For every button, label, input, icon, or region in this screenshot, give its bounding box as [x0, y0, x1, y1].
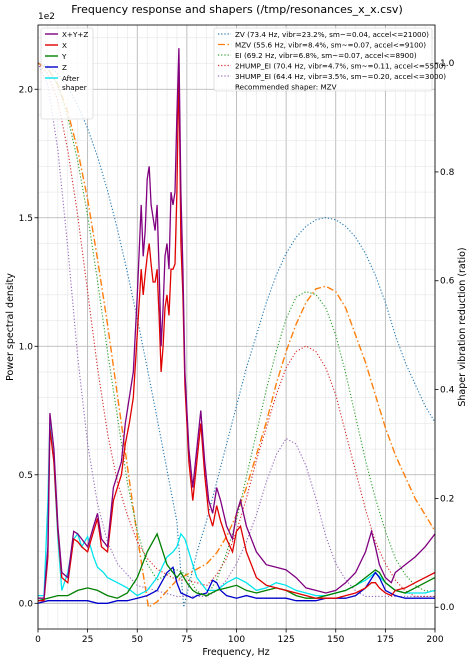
psd-legend-label: Z — [62, 63, 67, 72]
y-right-tick-label: 0.8 — [440, 168, 455, 178]
x-tick-label: 200 — [426, 635, 443, 645]
shaper-legend-label: MZV (55.6 Hz, vibr=8.4%, sm~=0.07, accel… — [235, 41, 426, 50]
psd-line-1 — [38, 63, 436, 602]
shaper-line-4 — [37, 62, 435, 597]
x-tick-label: 150 — [327, 635, 344, 645]
y-left-tick-label: 0.0 — [19, 599, 34, 609]
psd-line-2 — [37, 532, 436, 602]
shaper-legend-label: 3HUMP_EI (64.4 Hz, vibr=3.5%, sm~=0.20, … — [235, 72, 446, 81]
shaper-legend: ZV (73.4 Hz, vibr=23.2%, sm~=0.04, accel… — [213, 27, 446, 92]
x-tick-label: 50 — [132, 635, 144, 645]
y-right-tick-label: 0.4 — [440, 386, 455, 396]
left-scale-label: 1e2 — [38, 12, 55, 22]
shaper-legend-label: EI (69.2 Hz, vibr=6.8%, sm~=0.07, accel<… — [235, 51, 417, 60]
x-tick-label: 100 — [228, 635, 245, 645]
y-right-tick-label: 0.6 — [440, 277, 455, 287]
x-tick-label: 25 — [82, 635, 93, 645]
shaper-legend-label: 2HUMP_EI (70.4 Hz, vibr=4.7%, sm~=0.11, … — [235, 62, 446, 71]
psd-legend-label: After — [62, 74, 79, 83]
y-right-tick-label: 0.0 — [440, 603, 455, 613]
grid — [37, 25, 436, 629]
psd-legend-label: Y — [61, 52, 67, 61]
x-tick-label: 0 — [35, 635, 41, 645]
psd-line-0 — [38, 48, 436, 599]
x-tick-label: 125 — [278, 635, 295, 645]
psd-curves — [37, 48, 436, 604]
y-left-tick-label: 2.0 — [19, 85, 34, 95]
right-y-axis-ticks: 0.0 0.2 0.4 0.6 0.8 1.0 — [435, 59, 455, 613]
shaper-legend-label: ZV (73.4 Hz, vibr=23.2%, sm~=0.04, accel… — [235, 30, 429, 39]
psd-legend-label-line2: shaper — [62, 83, 87, 92]
y-left-tick-label: 1.0 — [19, 342, 34, 352]
psd-legend-box — [40, 27, 94, 120]
x-tick-label: 75 — [181, 635, 192, 645]
y-left-tick-label: 1.5 — [19, 214, 33, 224]
chart-title: Frequency response and shapers (/tmp/res… — [71, 3, 402, 16]
x-tick-label: 175 — [377, 635, 394, 645]
psd-line-3 — [37, 566, 435, 604]
x-axis-ticks: 0 25 50 75 100 125 150 175 200 — [35, 629, 444, 645]
y-left-tick-label: 0.5 — [19, 471, 33, 481]
y-right-tick-label: 1.0 — [440, 59, 455, 69]
y-right-tick-label: 0.2 — [440, 494, 454, 504]
psd-legend-label: X — [62, 41, 67, 50]
recommended-shaper-label: Recommended shaper: MZV — [235, 83, 337, 92]
right-y-axis-label: Shaper vibration reduction (ratio) — [457, 247, 468, 406]
x-axis-label: Frequency, Hz — [202, 647, 269, 658]
left-y-axis-ticks: 0.0 0.5 1.0 1.5 2.0 — [19, 85, 38, 609]
shaper-legend-box — [213, 27, 433, 92]
left-y-axis-label: Power spectral density — [5, 273, 16, 381]
shaper-line-0 — [37, 62, 436, 608]
psd-legend-label: X+Y+Z — [62, 30, 88, 39]
